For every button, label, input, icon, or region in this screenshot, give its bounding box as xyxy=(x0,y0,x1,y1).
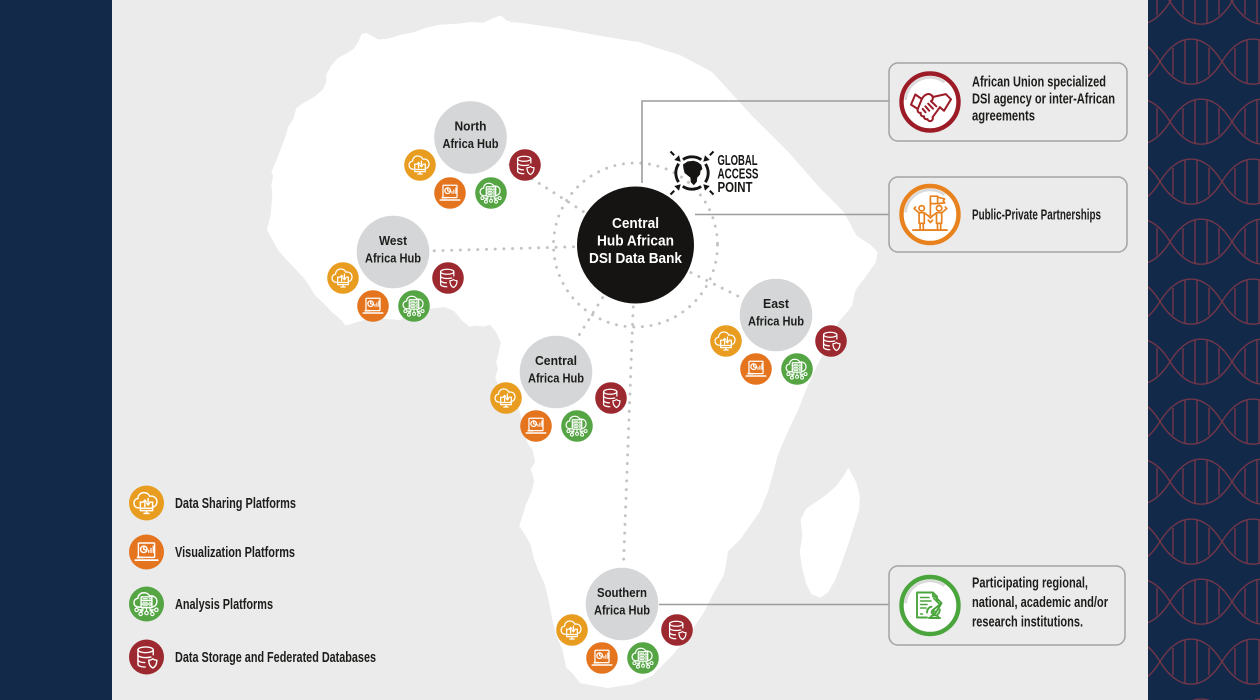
svg-text:GLOBAL: GLOBAL xyxy=(718,153,758,169)
svg-text:North: North xyxy=(455,120,487,134)
svg-text:national, academic and/or: national, academic and/or xyxy=(972,595,1108,611)
svg-text:Data Storage and Federated Dat: Data Storage and Federated Databases xyxy=(175,649,376,666)
svg-text:POINT: POINT xyxy=(718,180,753,196)
svg-text:Public-Private Partnerships: Public-Private Partnerships xyxy=(972,208,1101,224)
svg-text:East: East xyxy=(763,297,790,311)
svg-text:Africa Hub: Africa Hub xyxy=(443,137,499,151)
svg-text:Participating regional,: Participating regional, xyxy=(972,576,1088,592)
svg-text:DSI Data Bank: DSI Data Bank xyxy=(589,251,683,267)
svg-text:Central: Central xyxy=(535,354,577,368)
svg-text:Central: Central xyxy=(612,216,659,232)
svg-text:Africa Hub: Africa Hub xyxy=(594,604,650,618)
svg-text:ACCESS: ACCESS xyxy=(718,167,759,183)
svg-text:research institutions.: research institutions. xyxy=(972,615,1083,631)
svg-text:agreements: agreements xyxy=(972,109,1035,125)
svg-text:Hub African: Hub African xyxy=(597,234,674,250)
svg-text:Southern: Southern xyxy=(597,586,647,600)
svg-text:Africa Hub: Africa Hub xyxy=(748,315,804,329)
svg-text:Africa Hub: Africa Hub xyxy=(365,252,421,266)
svg-text:Data Sharing Platforms: Data Sharing Platforms xyxy=(175,495,296,512)
svg-text:Africa Hub: Africa Hub xyxy=(528,372,584,386)
svg-text:West: West xyxy=(379,234,408,248)
svg-text:Analysis Platforms: Analysis Platforms xyxy=(175,596,273,613)
svg-text:Visualization Platforms: Visualization Platforms xyxy=(175,544,295,561)
svg-text:DSI agency or inter-African: DSI agency or inter-African xyxy=(972,92,1115,108)
svg-text:African Union specialized: African Union specialized xyxy=(972,74,1106,90)
